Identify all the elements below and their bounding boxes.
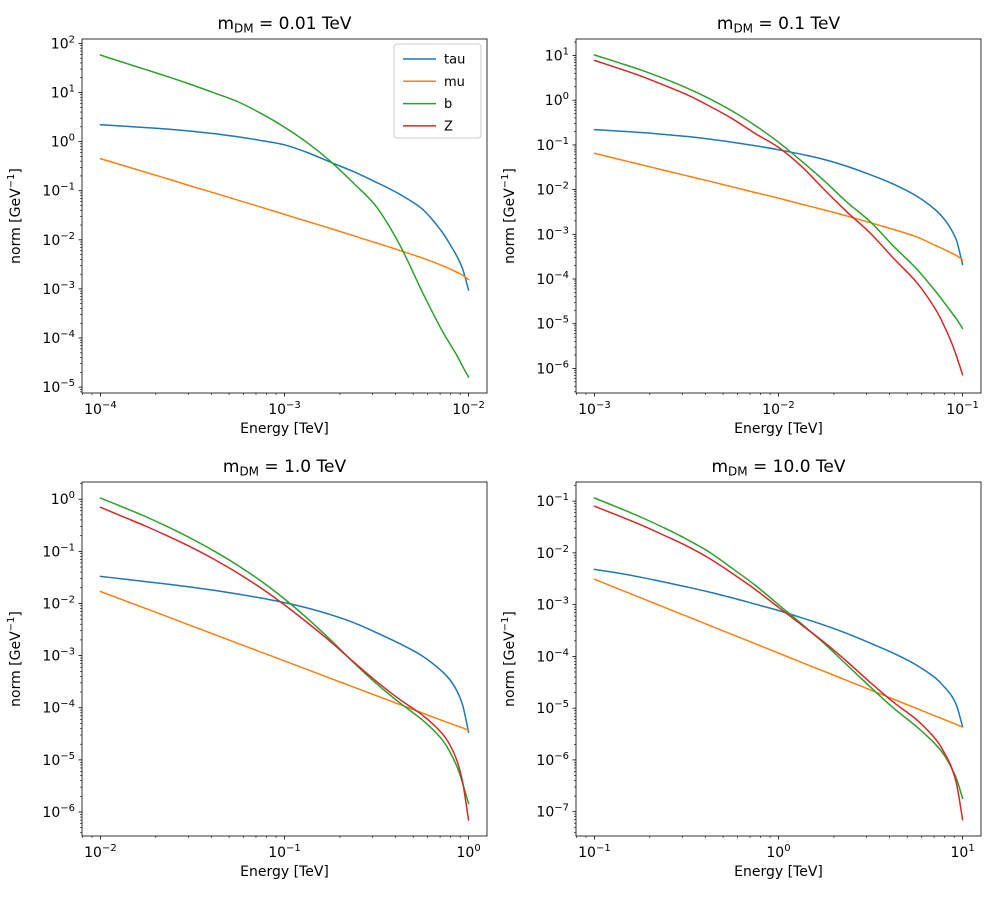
y-tick-label: 10−2 bbox=[536, 544, 569, 562]
x-tick-label: 10−2 bbox=[84, 843, 117, 861]
x-tick-label: 10−3 bbox=[578, 400, 611, 418]
y-tick-label: 100 bbox=[51, 490, 75, 508]
y-tick-label: 10−3 bbox=[536, 225, 569, 243]
axes-spines bbox=[575, 481, 982, 837]
axes-spines bbox=[575, 38, 982, 394]
x-tick-label: 100 bbox=[456, 843, 480, 861]
plot-area bbox=[576, 482, 981, 836]
series-b-line bbox=[593, 54, 964, 330]
series-tau-line bbox=[99, 124, 470, 291]
panel-2: 10−3 10−2 10−1 101 100 10−1 10−2 10−3 10−4 10−5 10… bbox=[500, 14, 982, 437]
x-tick-label: 10−4 bbox=[84, 400, 117, 418]
panel-4: 10−1 100 101 10−1 10−2 10−3 10−4 10−5 10−6 10−7 mD… bbox=[500, 457, 982, 880]
y-tick-label: 10−6 bbox=[536, 751, 569, 769]
series-Z-line bbox=[593, 505, 964, 821]
y-tick-label: 10−1 bbox=[536, 492, 569, 510]
y-tick-label: 10−5 bbox=[42, 751, 75, 769]
panel-title: mDM = 0.01 TeV bbox=[217, 14, 351, 36]
series-mu-line bbox=[99, 590, 470, 732]
y-tick-label: 10−4 bbox=[42, 699, 75, 717]
legend-entry-mu: mu bbox=[403, 75, 465, 90]
x-tick-label: 10−1 bbox=[946, 400, 979, 418]
plot-area bbox=[576, 39, 981, 393]
x-axis-label: Energy [TeV] bbox=[734, 421, 823, 437]
y-axis-label: norm [GeV−1] bbox=[6, 168, 24, 264]
y-tick-label: 10−1 bbox=[42, 182, 75, 200]
series-tau-line bbox=[593, 568, 964, 728]
legend-entry-tau: tau bbox=[403, 53, 465, 68]
series-mu-line bbox=[593, 152, 964, 261]
y-tick-label: 101 bbox=[545, 47, 569, 65]
panel-title: mDM = 1.0 TeV bbox=[223, 457, 347, 479]
y-tick-label: 10−1 bbox=[42, 542, 75, 560]
y-tick-label: 10−5 bbox=[42, 378, 75, 396]
panel-title: mDM = 0.1 TeV bbox=[717, 14, 841, 36]
x-axis-label: Energy [TeV] bbox=[734, 864, 823, 880]
x-tick-label: 10−1 bbox=[578, 843, 611, 861]
legend-entry-Z: Z bbox=[403, 119, 453, 134]
x-tick-label: 10−3 bbox=[268, 400, 301, 418]
panel-title: mDM = 10.0 TeV bbox=[711, 457, 845, 479]
series-b-line bbox=[99, 54, 470, 378]
series-Z-line bbox=[593, 59, 964, 376]
y-tick-label: 10−6 bbox=[42, 803, 75, 821]
y-tick-label: 10−4 bbox=[536, 647, 569, 665]
x-tick-label: 100 bbox=[766, 843, 790, 861]
series-tau-line bbox=[99, 575, 470, 733]
legend-label: tau bbox=[444, 53, 465, 68]
legend-label: mu bbox=[444, 75, 465, 90]
y-tick-label: 10−2 bbox=[42, 231, 75, 249]
x-tick-label: 10−2 bbox=[762, 400, 795, 418]
y-tick-label: 10−5 bbox=[536, 315, 569, 333]
legend: tau mu bZ bbox=[393, 43, 482, 139]
legend-label: b bbox=[444, 97, 452, 112]
y-tick-label: 10−4 bbox=[536, 270, 569, 288]
y-tick-label: 100 bbox=[545, 91, 569, 109]
y-axis-label: norm [GeV−1] bbox=[500, 168, 518, 264]
y-tick-label: 10−2 bbox=[42, 594, 75, 612]
series-Z-line bbox=[99, 506, 470, 821]
y-axis-label: norm [GeV−1] bbox=[500, 611, 518, 707]
x-tick-label: 10−1 bbox=[268, 843, 301, 861]
plot-area bbox=[82, 482, 487, 836]
x-axis-label: Energy [TeV] bbox=[240, 421, 329, 437]
y-tick-label: 101 bbox=[51, 84, 75, 102]
y-tick-label: 10−2 bbox=[536, 181, 569, 199]
y-tick-label: 10−3 bbox=[42, 280, 75, 298]
y-tick-label: 10−3 bbox=[42, 647, 75, 665]
y-tick-label: 100 bbox=[51, 133, 75, 151]
y-tick-label: 10−3 bbox=[536, 596, 569, 614]
y-tick-label: 10−7 bbox=[536, 803, 569, 821]
axes-spines bbox=[81, 481, 488, 837]
legend-label: Z bbox=[444, 119, 453, 134]
y-tick-label: 10−5 bbox=[536, 699, 569, 717]
axes-spines bbox=[81, 38, 488, 394]
series-b-line bbox=[99, 497, 470, 805]
x-axis-label: Energy [TeV] bbox=[240, 864, 329, 880]
y-tick-label: 102 bbox=[51, 34, 75, 52]
x-tick-label: 101 bbox=[950, 843, 974, 861]
y-tick-label: 10−1 bbox=[536, 136, 569, 154]
series-mu-line bbox=[593, 578, 964, 728]
panel-3: 10−2 10−1 100 100 10−1 10−2 10−3 10−4 10−5 10−6 mD… bbox=[6, 457, 488, 880]
panel-1: 10−4 10−3 10−2 102 101 100 10−1 10−2 10−3 10−4 10−… bbox=[6, 14, 488, 437]
y-axis-label: norm [GeV−1] bbox=[6, 611, 24, 707]
legend-box bbox=[393, 43, 482, 139]
x-tick-label: 10−2 bbox=[452, 400, 485, 418]
y-tick-label: 10−6 bbox=[536, 359, 569, 377]
y-tick-label: 10−4 bbox=[42, 329, 75, 347]
series-tau-line bbox=[593, 128, 964, 266]
series-mu-line bbox=[99, 157, 470, 281]
legend-entry-b: b bbox=[403, 97, 452, 112]
